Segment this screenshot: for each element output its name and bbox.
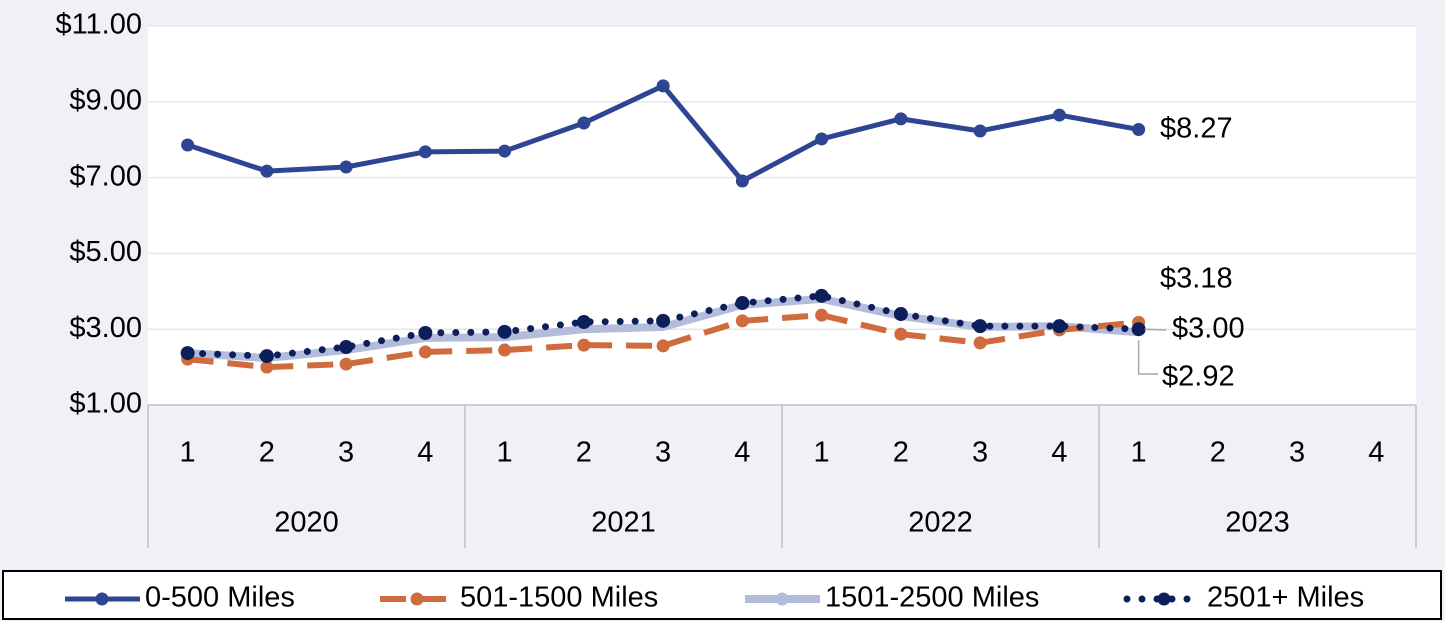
data-label: $8.27 bbox=[1160, 113, 1233, 145]
x-tick-label: 2 bbox=[576, 437, 592, 469]
point-marker bbox=[893, 307, 908, 322]
x-group-label: 2022 bbox=[908, 507, 973, 539]
x-group-label: 2020 bbox=[274, 507, 339, 539]
legend-label: 2501+ Miles bbox=[1207, 582, 1364, 614]
point-marker bbox=[1131, 322, 1146, 337]
point-marker bbox=[259, 349, 274, 364]
legend-marker bbox=[1157, 592, 1171, 606]
x-tick-label: 1 bbox=[814, 437, 830, 469]
x-tick-label: 3 bbox=[1289, 437, 1305, 469]
legend-label: 0-500 Miles bbox=[145, 582, 295, 614]
point-marker bbox=[339, 160, 353, 174]
point-marker bbox=[735, 174, 749, 188]
point-marker bbox=[656, 313, 671, 328]
point-marker bbox=[498, 144, 512, 158]
point-marker bbox=[815, 308, 829, 322]
point-marker bbox=[576, 314, 591, 329]
point-marker bbox=[577, 116, 591, 130]
point-marker bbox=[894, 327, 908, 341]
point-marker bbox=[497, 324, 512, 339]
y-tick-label: $1.00 bbox=[69, 388, 142, 420]
y-tick-label: $3.00 bbox=[69, 312, 142, 344]
y-tick-label: $11.00 bbox=[55, 9, 142, 41]
legend-label: 501-1500 Miles bbox=[460, 582, 658, 614]
point-marker bbox=[973, 124, 987, 138]
point-marker bbox=[577, 338, 591, 352]
point-marker bbox=[735, 314, 749, 328]
x-tick-label: 4 bbox=[1051, 437, 1067, 469]
plot-area bbox=[148, 26, 1416, 405]
x-tick-label: 4 bbox=[734, 437, 750, 469]
point-marker bbox=[418, 325, 433, 340]
data-label: $3.00 bbox=[1172, 313, 1245, 345]
x-tick-label: 2 bbox=[893, 437, 909, 469]
x-group-label: 2021 bbox=[591, 507, 656, 539]
x-tick-label: 2 bbox=[1210, 437, 1226, 469]
point-marker bbox=[418, 145, 432, 159]
point-marker bbox=[815, 132, 829, 146]
y-tick-label: $9.00 bbox=[69, 84, 142, 116]
legend-marker bbox=[95, 592, 109, 606]
point-marker bbox=[1052, 319, 1067, 334]
point-marker bbox=[260, 360, 274, 374]
legend-label: 1501-2500 Miles bbox=[825, 582, 1039, 614]
point-marker bbox=[1052, 108, 1066, 122]
x-tick-label: 3 bbox=[655, 437, 671, 469]
data-label: $3.18 bbox=[1160, 263, 1233, 295]
x-tick-label: 1 bbox=[497, 437, 513, 469]
x-tick-label: 4 bbox=[1368, 437, 1384, 469]
legend-box bbox=[2, 570, 1442, 620]
leader-line bbox=[1144, 328, 1167, 331]
point-marker bbox=[339, 357, 353, 371]
point-marker bbox=[656, 339, 670, 353]
x-group-label: 2023 bbox=[1225, 507, 1290, 539]
point-marker bbox=[260, 164, 274, 178]
x-tick-label: 1 bbox=[180, 437, 196, 469]
point-marker bbox=[814, 288, 829, 303]
point-marker bbox=[418, 345, 432, 359]
legend-marker bbox=[410, 592, 424, 606]
y-tick-label: $7.00 bbox=[69, 160, 142, 192]
point-marker bbox=[735, 296, 750, 311]
leader-line bbox=[1137, 340, 1158, 375]
point-marker bbox=[181, 138, 195, 152]
point-marker bbox=[1132, 122, 1146, 136]
x-tick-label: 2 bbox=[259, 437, 275, 469]
point-marker bbox=[894, 112, 908, 126]
point-marker bbox=[498, 343, 512, 357]
legend-marker bbox=[775, 592, 789, 606]
y-tick-label: $5.00 bbox=[69, 236, 142, 268]
x-tick-label: 3 bbox=[972, 437, 988, 469]
point-marker bbox=[656, 79, 670, 93]
data-label: $2.92 bbox=[1162, 361, 1235, 393]
point-marker bbox=[339, 340, 354, 355]
x-tick-label: 4 bbox=[417, 437, 433, 469]
point-marker bbox=[180, 346, 195, 361]
point-marker bbox=[973, 319, 988, 334]
x-tick-label: 1 bbox=[1131, 437, 1147, 469]
point-marker bbox=[973, 336, 987, 350]
x-tick-label: 3 bbox=[338, 437, 354, 469]
